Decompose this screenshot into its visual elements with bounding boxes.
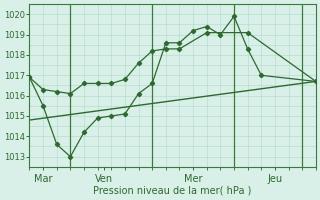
X-axis label: Pression niveau de la mer( hPa ): Pression niveau de la mer( hPa ) — [93, 186, 252, 196]
